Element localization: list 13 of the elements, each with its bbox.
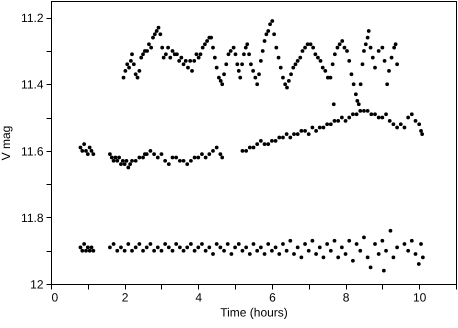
y-tick-label: 11.8 — [21, 210, 44, 225]
x-tick-label: 10 — [413, 290, 427, 304]
y-tick-label: 11.2 — [21, 11, 44, 26]
y-tick-label: 12 — [30, 278, 44, 292]
y-axis-title: V mag — [0, 126, 14, 160]
x-tick-label: 0 — [52, 290, 58, 304]
x-tick-label: 2 — [122, 290, 129, 304]
y-tick-label: 11.4 — [21, 78, 44, 92]
x-tick-label: 8 — [342, 290, 350, 304]
x-tick-label: 6 — [269, 290, 276, 304]
x-tick-label: 4 — [195, 290, 202, 304]
y-tick-label: 11.6 — [21, 144, 44, 158]
x-axis-title: Time (hours) — [220, 306, 288, 320]
